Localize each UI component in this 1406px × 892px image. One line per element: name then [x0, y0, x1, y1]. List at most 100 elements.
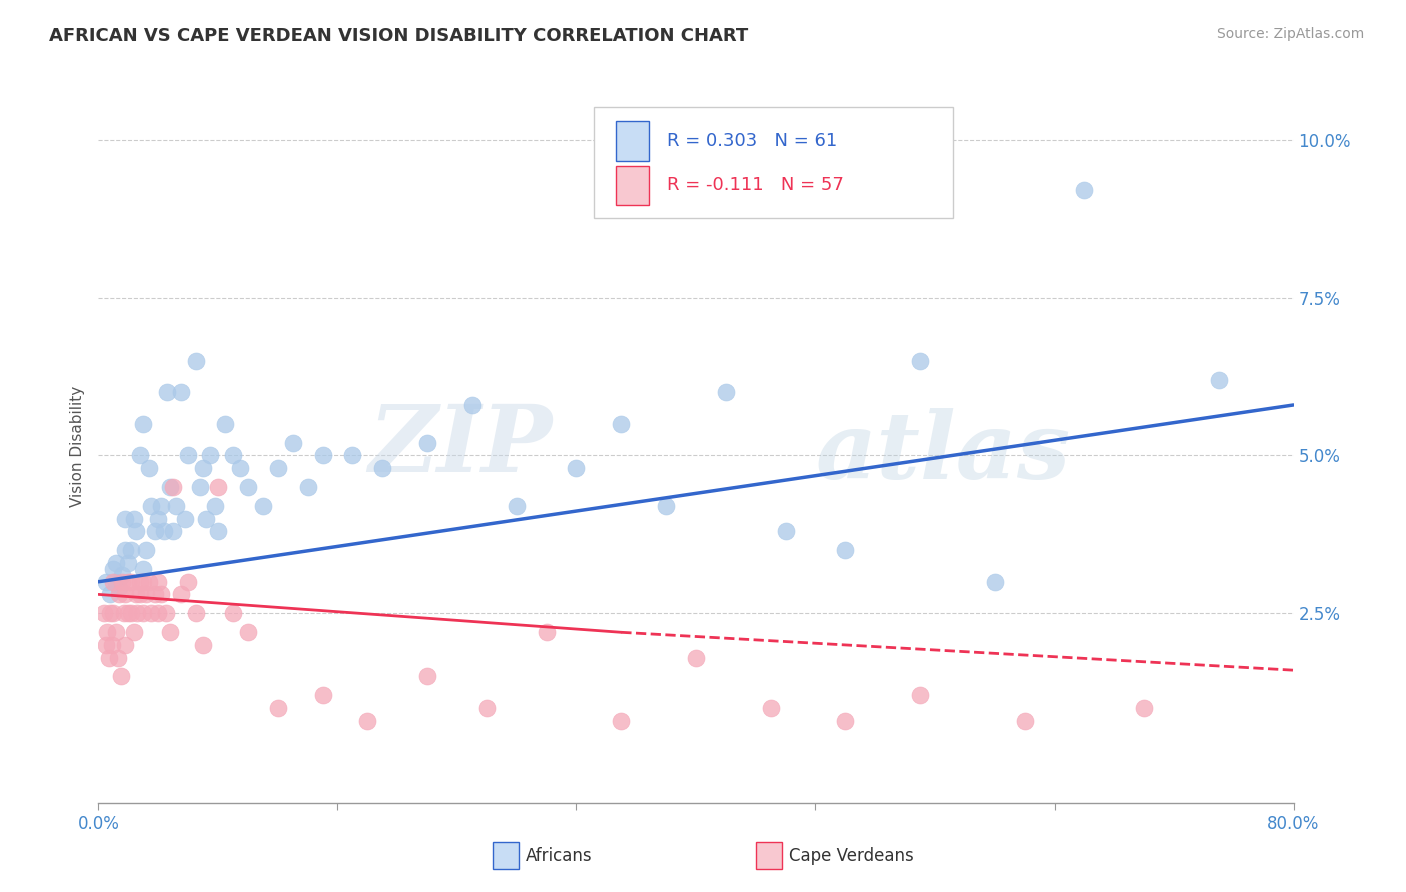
Point [834, 543, 856, 558]
Point [132, 607, 155, 621]
Point [124, 511, 146, 525]
Point [236, 625, 259, 640]
Point [143, 587, 166, 601]
Point [139, 499, 162, 513]
Bar [616, 166, 650, 205]
Point [200, 449, 222, 463]
Point [159, 625, 181, 640]
Point [191, 461, 214, 475]
Point [129, 449, 152, 463]
Point [177, 449, 200, 463]
Point [135, 587, 157, 601]
Point [103, 574, 125, 589]
Point [685, 650, 707, 665]
Point [565, 461, 588, 475]
Point [148, 607, 170, 621]
Point [297, 480, 319, 494]
Point [120, 607, 142, 621]
Point [120, 574, 142, 589]
Point [174, 511, 197, 525]
Point [132, 574, 155, 589]
Point [214, 417, 236, 431]
Point [138, 574, 160, 589]
Point [222, 607, 245, 621]
Point [117, 556, 139, 570]
Point [108, 587, 131, 601]
Point [98, 587, 122, 601]
Point [177, 574, 200, 589]
Point [159, 480, 181, 494]
Point [114, 587, 136, 601]
Point [188, 480, 211, 494]
Point [169, 587, 191, 601]
Point [150, 587, 173, 601]
Bar [756, 842, 782, 869]
Point [97, 650, 120, 665]
Point [139, 607, 162, 621]
Point [169, 385, 191, 400]
Point [162, 480, 184, 494]
Point [132, 562, 155, 576]
Point [162, 524, 184, 539]
Point [132, 417, 155, 431]
Point [229, 461, 252, 475]
Point [125, 524, 148, 539]
Point [610, 417, 633, 431]
Text: Source: ZipAtlas.com: Source: ZipAtlas.com [1216, 27, 1364, 41]
Point [114, 511, 136, 525]
Point [112, 607, 135, 621]
Point [105, 574, 128, 589]
Point [105, 625, 128, 640]
Point [506, 499, 529, 513]
Point [114, 543, 136, 558]
Point [281, 435, 304, 450]
Point [114, 638, 136, 652]
Point [107, 650, 129, 665]
Bar [616, 121, 650, 161]
Point [98, 607, 122, 621]
Point [655, 499, 678, 513]
Point [101, 638, 124, 652]
Point [222, 449, 245, 463]
Point [110, 669, 132, 683]
Text: atlas: atlas [815, 409, 1071, 498]
Point [1133, 701, 1156, 715]
Point [834, 714, 856, 728]
Point [236, 480, 259, 494]
Y-axis label: Vision Disability: Vision Disability [69, 385, 84, 507]
Text: ZIP: ZIP [368, 401, 553, 491]
Point [153, 524, 176, 539]
Point [103, 562, 125, 576]
Point [191, 638, 214, 652]
Point [156, 385, 179, 400]
Text: R = 0.303   N = 61: R = 0.303 N = 61 [668, 132, 838, 150]
Point [155, 607, 177, 621]
Point [94, 574, 117, 589]
Point [117, 574, 139, 589]
Point [143, 524, 166, 539]
Point [135, 543, 157, 558]
Point [138, 461, 160, 475]
Text: Cape Verdeans: Cape Verdeans [789, 847, 914, 864]
Point [129, 587, 152, 601]
Point [536, 625, 558, 640]
Point [93, 607, 115, 621]
Point [1073, 183, 1095, 197]
Point [195, 511, 218, 525]
Point [311, 449, 333, 463]
FancyBboxPatch shape [595, 107, 953, 218]
Point [416, 669, 439, 683]
Point [94, 638, 117, 652]
Point [342, 449, 364, 463]
Point [184, 353, 207, 368]
Point [165, 499, 187, 513]
Point [252, 499, 274, 513]
Point [1014, 714, 1036, 728]
Point [148, 511, 170, 525]
Point [371, 461, 394, 475]
Point [117, 607, 139, 621]
Point [127, 607, 149, 621]
Point [416, 435, 439, 450]
Point [129, 574, 152, 589]
Text: AFRICAN VS CAPE VERDEAN VISION DISABILITY CORRELATION CHART: AFRICAN VS CAPE VERDEAN VISION DISABILIT… [49, 27, 748, 45]
